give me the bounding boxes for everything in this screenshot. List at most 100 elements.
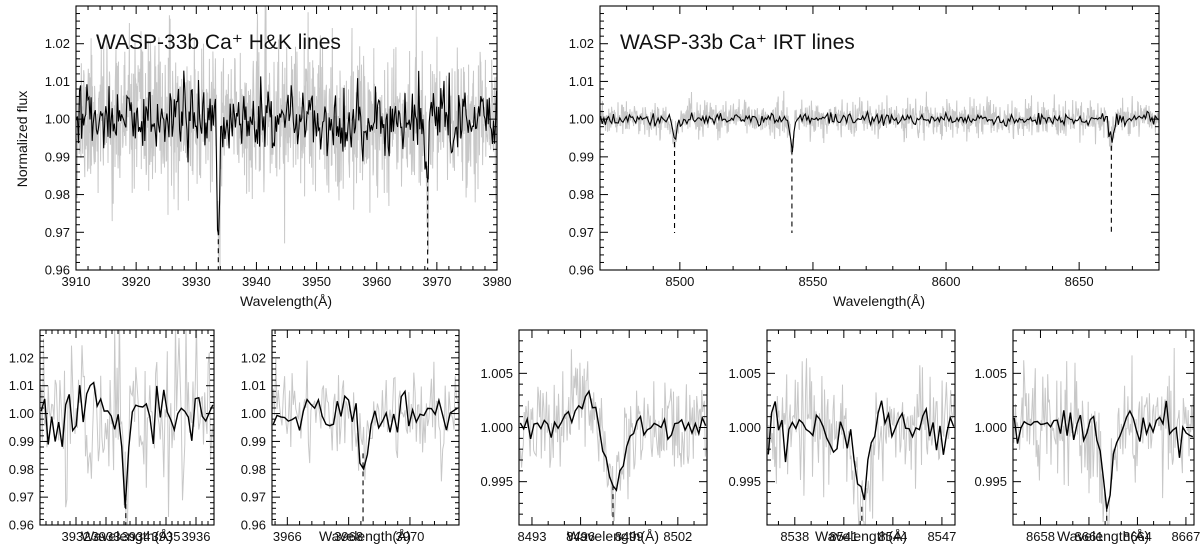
x-tick-label: 3934 [122, 529, 151, 544]
y-tick-label: 1.00 [45, 112, 70, 127]
x-tick-label: 3950 [302, 274, 331, 289]
y-tick-label: 1.005 [480, 366, 513, 381]
y-tick-label: 0.97 [45, 225, 70, 240]
x-axis-label: Wavelength(Å) [567, 528, 659, 544]
y-tick-label: 0.99 [9, 434, 34, 449]
panel-title: WASP-33b Ca⁺ IRT lines [620, 31, 855, 54]
y-tick-label: 1.000 [974, 420, 1007, 435]
y-tick-label: 0.97 [9, 490, 34, 505]
x-tick-label: 8544 [878, 529, 907, 544]
x-tick-label: 3968 [334, 529, 363, 544]
y-tick-label: 0.96 [45, 263, 70, 278]
x-tick-label: 8493 [518, 529, 547, 544]
x-tick-label: 8502 [663, 529, 692, 544]
y-axis-label: Normalized flux [14, 91, 30, 187]
y-tick-label: 1.01 [45, 74, 70, 89]
y-tick-label: 0.99 [241, 434, 266, 449]
x-tick-label: 8500 [665, 274, 694, 289]
x-tick-label: 3933 [92, 529, 121, 544]
y-tick-label: 1.02 [241, 350, 266, 365]
panel-zoom-3933: 3932 3933 3934 3935 3936 0.96 0.97 0.98 0.99 1.00… [9, 329, 215, 544]
binned-spectrum-line [40, 381, 214, 508]
raw-spectrum-line [1013, 347, 1194, 525]
x-tick-label: 8547 [927, 529, 956, 544]
y-tick-label: 1.02 [569, 36, 594, 51]
x-tick-label: 8664 [1123, 529, 1152, 544]
x-tick-label: 8650 [1065, 274, 1094, 289]
x-tick-label: 3940 [242, 274, 271, 289]
panel-zoom-8498: 8493 8496 8499 8502 0.995 1.000 1.005 Wavelengt… [480, 329, 708, 544]
panel-zoom-3968: 3966 3968 3970 0.96 0.97 0.98 0.99 1.00 1.01 1.02… [241, 329, 460, 544]
x-tick-label: 3910 [62, 274, 91, 289]
y-tick-label: 1.005 [974, 366, 1007, 381]
y-tick-label: 0.99 [45, 149, 70, 164]
panel-zoom-8542: 8538 8541 8544 8547 0.995 1.000 1.005 Wavelengt… [728, 329, 956, 544]
x-axis-label: Wavelength(Å) [319, 528, 411, 544]
x-tick-label: 3930 [182, 274, 211, 289]
raw-spectrum-line [40, 330, 214, 525]
x-tick-label: 8667 [1171, 529, 1200, 544]
y-tick-label: 0.995 [728, 474, 761, 489]
y-tick-label: 0.98 [45, 187, 70, 202]
y-tick-label: 0.995 [974, 474, 1007, 489]
panel-zoom-8662: 8658 8661 8664 8667 0.995 1.000 1.005 Wavelengt… [974, 329, 1200, 544]
x-tick-label: 8538 [780, 529, 809, 544]
y-tick-label: 0.98 [9, 462, 34, 477]
y-tick-label: 1.00 [241, 406, 266, 421]
x-tick-label: 3980 [483, 274, 512, 289]
panel-title: WASP-33b Ca⁺ H&K lines [96, 31, 341, 54]
y-tick-label: 0.97 [569, 225, 594, 240]
x-tick-label: 3920 [122, 274, 151, 289]
y-tick-label: 0.97 [241, 490, 266, 505]
y-tick-label: 0.98 [569, 187, 594, 202]
y-tick-label: 1.000 [728, 420, 761, 435]
y-tick-label: 1.00 [569, 112, 594, 127]
plot-frame [271, 329, 460, 526]
plot-frame [1012, 329, 1195, 526]
y-tick-label: 0.96 [569, 263, 594, 278]
x-tick-label: 8661 [1074, 529, 1103, 544]
x-tick-label: 8541 [829, 529, 858, 544]
y-tick-label: 1.005 [728, 366, 761, 381]
x-axis-label: Wavelength(Å) [81, 528, 173, 544]
binned-spectrum-line [767, 400, 955, 501]
panel-irt-wide: 8500 8550 8600 8650 0.96 0.97 0.98 0.99 1.00 1.01… [569, 5, 1160, 309]
y-tick-label: 0.98 [241, 462, 266, 477]
x-tick-label: 8499 [615, 529, 644, 544]
raw-spectrum-line [767, 358, 955, 525]
x-tick-label: 8658 [1026, 529, 1055, 544]
x-tick-label: 8550 [798, 274, 827, 289]
x-tick-label: 3966 [273, 529, 302, 544]
binned-spectrum-line [272, 389, 459, 471]
x-tick-label: 3932 [62, 529, 91, 544]
y-tick-label: 1.02 [45, 36, 70, 51]
y-tick-label: 1.01 [569, 74, 594, 89]
y-tick-label: 0.99 [569, 149, 594, 164]
x-tick-label: 3936 [182, 529, 211, 544]
y-tick-label: 0.96 [241, 518, 266, 533]
x-tick-label: 3935 [152, 529, 181, 544]
y-tick-label: 1.00 [9, 406, 34, 421]
x-axis-label: Wavelength(Å) [1057, 528, 1149, 544]
x-axis-label: Wavelength(Å) [240, 293, 332, 309]
x-tick-label: 3970 [395, 529, 424, 544]
binned-spectrum-line [1013, 400, 1194, 510]
y-tick-label: 1.02 [9, 350, 34, 365]
raw-spectrum-line [600, 90, 1159, 156]
plot-frame [75, 5, 498, 271]
x-tick-label: 3960 [362, 274, 391, 289]
plot-frame [599, 5, 1160, 271]
x-axis-label: Wavelength(Å) [833, 293, 925, 309]
x-axis-label: Wavelength(Å) [815, 528, 907, 544]
x-tick-label: 8496 [566, 529, 595, 544]
x-tick-label: 8600 [932, 274, 961, 289]
binned-spectrum-line [600, 109, 1159, 153]
binned-spectrum-line [76, 70, 497, 236]
y-tick-label: 1.01 [9, 378, 34, 393]
raw-spectrum-line [519, 349, 707, 522]
plot-frame [39, 329, 215, 526]
x-tick-label: 3970 [422, 274, 451, 289]
y-tick-label: 1.01 [241, 378, 266, 393]
y-tick-label: 0.995 [480, 474, 513, 489]
